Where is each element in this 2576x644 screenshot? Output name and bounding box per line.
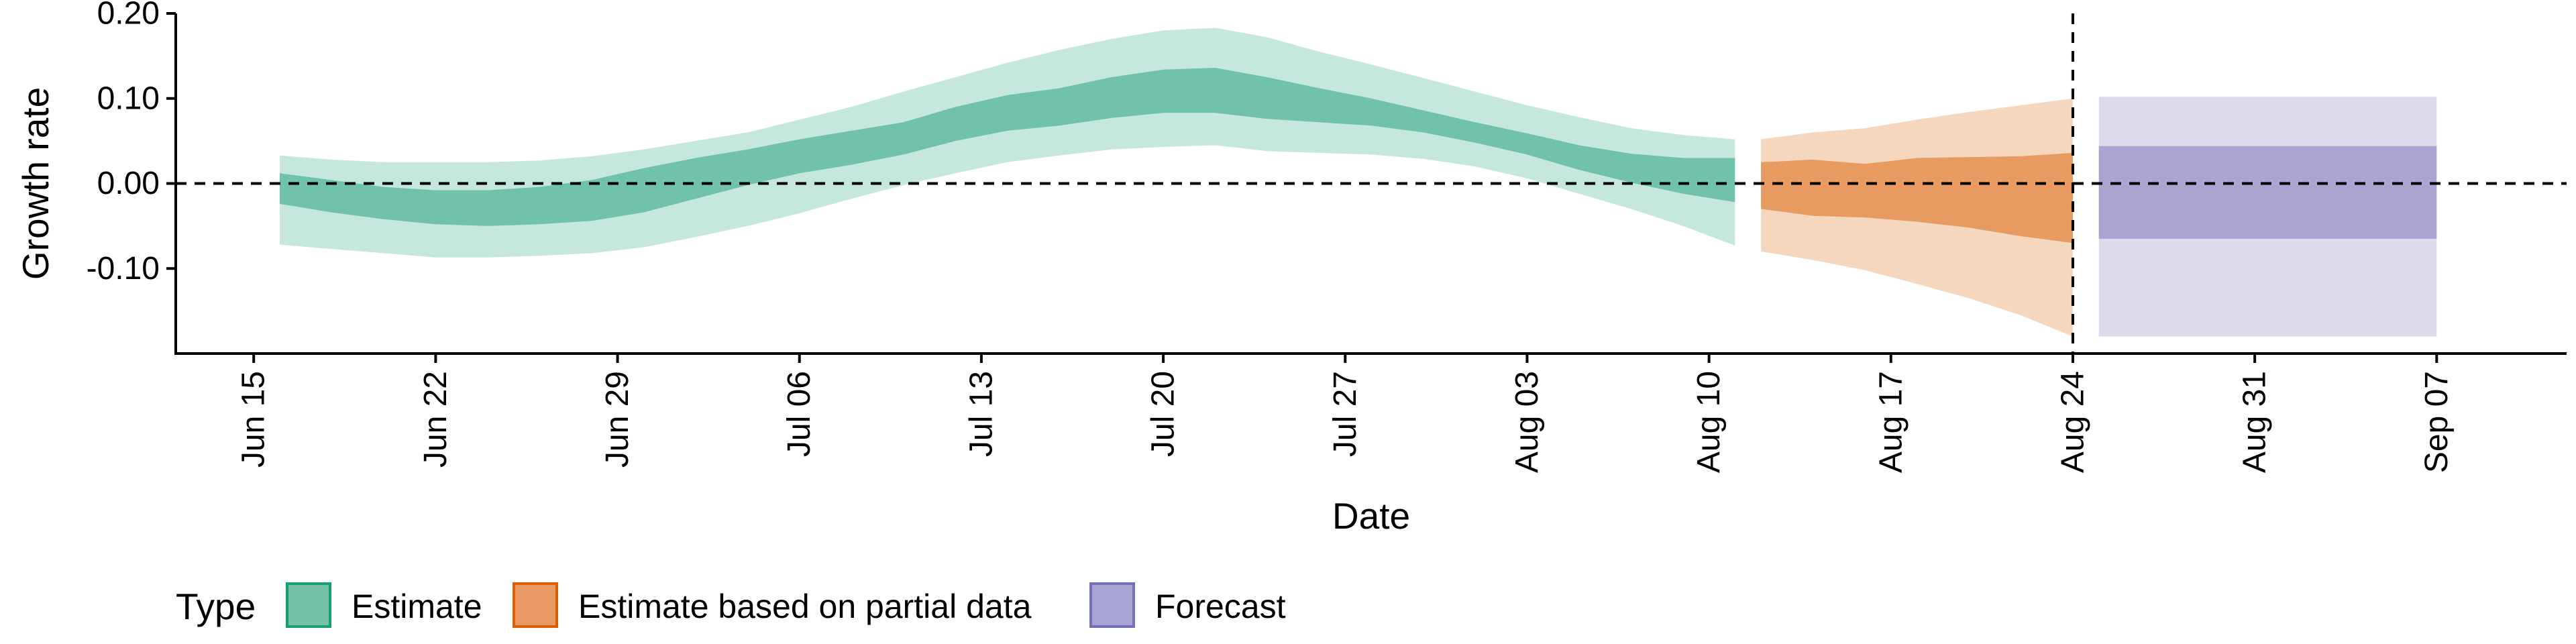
y-tick-label: 0.00 xyxy=(97,166,160,201)
legend-swatch-estimate-based-on-partial-data xyxy=(513,582,558,628)
x-tick-label: Jul 20 xyxy=(1146,371,1181,457)
x-tick-label: Jul 27 xyxy=(1328,371,1363,457)
x-tick-label: Jun 29 xyxy=(600,371,635,468)
y-tick-label: 0.20 xyxy=(97,0,160,32)
y-axis-title: Growth rate xyxy=(15,87,56,280)
legend-label-estimate: Estimate xyxy=(352,588,482,625)
y-tick-label: 0.10 xyxy=(97,80,160,116)
x-tick-label: Aug 17 xyxy=(1873,371,1909,473)
reference-lines xyxy=(176,13,2567,354)
y-tick-label: -0.10 xyxy=(87,251,160,286)
axes-layer: -0.10 0.00 0.10 0.20 Jun 15 Jun 22 Jun 29 Jul 0… xyxy=(15,0,2567,537)
x-tick-label: Aug 31 xyxy=(2237,371,2273,473)
band-inner-estimate xyxy=(280,68,1735,226)
x-tick-label: Aug 03 xyxy=(1509,371,1545,473)
legend: Type Estimate Estimate based on partial da… xyxy=(176,582,1286,628)
x-tick-label: Jun 15 xyxy=(236,371,272,468)
x-tick-label: Aug 10 xyxy=(1691,371,1727,473)
x-axis-title: Date xyxy=(1332,495,1410,537)
bands-layer xyxy=(280,28,2437,337)
band-inner-estimate-based-on-partial-data xyxy=(1761,152,2073,244)
legend-swatch-estimate xyxy=(286,582,331,628)
x-tick-label: Jul 06 xyxy=(782,371,817,457)
x-tick-label: Jun 22 xyxy=(418,371,453,468)
x-tick-label: Aug 24 xyxy=(2055,371,2091,473)
band-inner-forecast xyxy=(2098,146,2437,239)
legend-swatch-forecast xyxy=(1089,582,1135,628)
legend-label-estimate-based-on-partial-data: Estimate based on partial data xyxy=(578,588,1032,625)
x-tick-label: Jul 13 xyxy=(963,371,999,457)
legend-title: Type xyxy=(176,586,256,627)
legend-label-forecast: Forecast xyxy=(1155,588,1286,625)
x-tick-label: Sep 07 xyxy=(2419,371,2455,473)
